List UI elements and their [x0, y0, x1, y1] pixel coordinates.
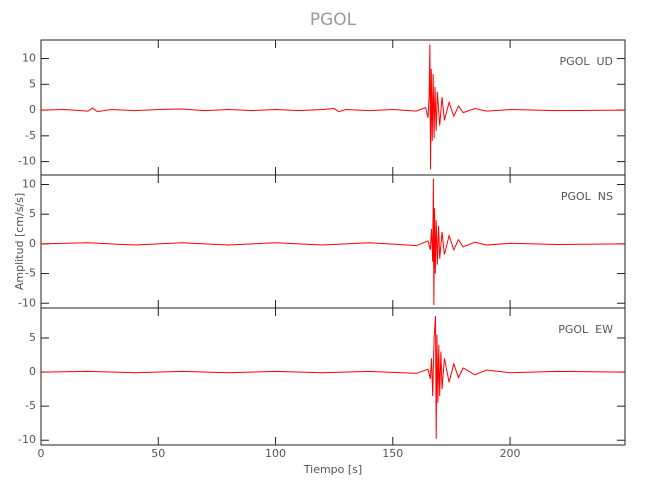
- y-tick-label: 5: [29, 331, 36, 344]
- y-tick-label: -10: [18, 155, 36, 168]
- trace-label: PGOL EW: [558, 323, 613, 336]
- y-tick-label: -10: [18, 296, 36, 309]
- x-tick-label: 100: [265, 447, 286, 460]
- trace-label: PGOL UD: [560, 55, 613, 68]
- y-tick-label: 0: [29, 237, 36, 250]
- x-tick-label: 50: [151, 447, 165, 460]
- y-axis-label: Amplitud [cm/s/s]: [13, 193, 26, 290]
- waveform: [40, 178, 626, 306]
- y-tick-label: -5: [25, 267, 36, 280]
- x-tick-label: 200: [500, 447, 521, 460]
- y-tick-label: 10: [22, 52, 36, 65]
- waveform: [40, 316, 626, 439]
- x-axis-label: Tiempo [s]: [303, 463, 362, 476]
- panel-frame: [40, 307, 626, 446]
- chart-title: PGOL: [310, 10, 357, 30]
- x-tick-label: 150: [382, 447, 403, 460]
- y-tick-label: 5: [29, 77, 36, 90]
- y-tick-label: -5: [25, 129, 36, 142]
- panel-frame: [40, 39, 626, 176]
- panel-frame: [40, 174, 626, 309]
- y-tick-label: 0: [29, 365, 36, 378]
- y-tick-label: 0: [29, 103, 36, 116]
- y-tick-label: 5: [29, 207, 36, 220]
- y-tick-label: -5: [25, 399, 36, 412]
- trace-label: PGOL NS: [561, 190, 613, 203]
- y-tick-label: -10: [18, 433, 36, 446]
- waveform: [40, 44, 626, 170]
- x-tick-label: 0: [38, 447, 45, 460]
- y-tick-label: 10: [22, 178, 36, 191]
